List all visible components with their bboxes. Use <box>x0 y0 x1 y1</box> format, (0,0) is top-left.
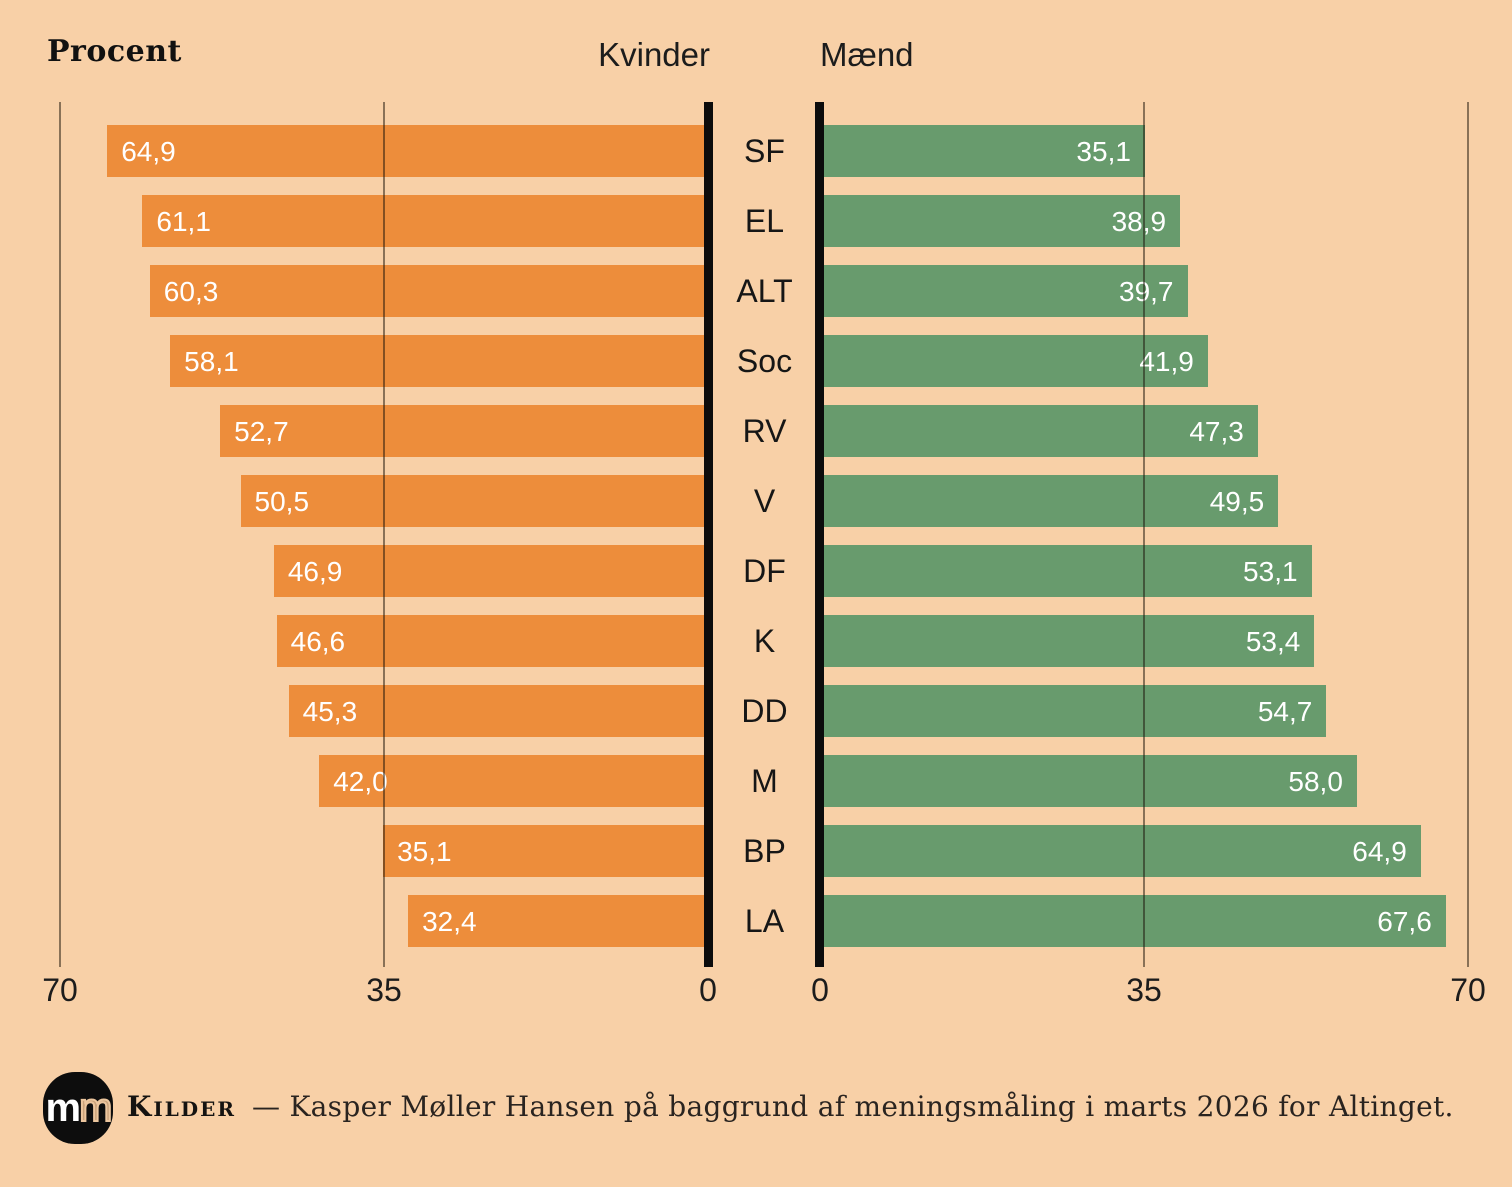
column-header-kvinder: Kvinder <box>598 36 710 73</box>
party-label-M: M <box>751 763 778 799</box>
bar-maend-ALT: 39,7 <box>820 265 1188 317</box>
gridline-right-70 <box>1467 102 1469 967</box>
bar-maend-RV: 47,3 <box>820 405 1258 457</box>
axis-tick-right-0: 0 <box>811 972 829 1008</box>
bar-maend-Soc: 41,9 <box>820 335 1208 387</box>
source-line: Kilder — Kasper Møller Hansen på baggrund… <box>127 1090 1454 1123</box>
zero-axis-right <box>815 102 824 967</box>
bar-kvinder-BP: 35,1 <box>383 825 708 877</box>
party-label-DD: DD <box>741 693 788 729</box>
party-label-SF: SF <box>744 133 785 169</box>
bar-kvinder-RV: 52,7 <box>220 405 708 457</box>
party-label-V: V <box>753 483 776 519</box>
party-label-Soc: Soc <box>736 343 793 379</box>
axis-tick-left-0: 0 <box>699 972 717 1008</box>
bar-maend-EL: 38,9 <box>820 195 1181 247</box>
column-header-maend: Mænd <box>820 36 914 73</box>
bar-maend-SF: 35,1 <box>820 125 1145 177</box>
bar-maend-K: 53,4 <box>820 615 1315 667</box>
gridline-left-70 <box>59 102 61 967</box>
party-label-LA: LA <box>744 903 785 939</box>
party-label-BP: BP <box>743 833 786 869</box>
party-label-EL: EL <box>744 203 785 239</box>
axis-tick-left-70: 70 <box>42 972 78 1008</box>
kvinder-bars: 64,9 61,1 60,3 58,1 52,7 50,5 46,9 46,6 45,3 42,0… <box>60 125 708 947</box>
source-text: — Kasper Møller Hansen på baggrund af me… <box>251 1090 1454 1123</box>
axis-tick-left-35: 35 <box>366 972 402 1008</box>
party-label-K: K <box>753 623 776 659</box>
page-title: Procent <box>47 34 182 69</box>
bar-kvinder-V: 50,5 <box>240 475 708 527</box>
bar-kvinder-LA: 32,4 <box>408 895 708 947</box>
bar-kvinder-SF: 64,9 <box>107 125 708 177</box>
logo-letter-1: m <box>45 1085 82 1130</box>
bar-kvinder-Soc: 58,1 <box>170 335 708 387</box>
bar-kvinder-DF: 46,9 <box>273 545 708 597</box>
axis-tick-right-35: 35 <box>1126 972 1162 1008</box>
gridline-left-35 <box>383 102 385 967</box>
gridline-right-35 <box>1143 102 1145 967</box>
bar-maend-V: 49,5 <box>820 475 1279 527</box>
bar-maend-DD: 54,7 <box>820 685 1327 737</box>
maend-plot: 35,1 38,9 39,7 41,9 47,3 49,5 53,1 53,4 54,7 58,0… <box>820 102 1469 967</box>
party-label-column: SF EL ALT Soc RV V DF K DD M BP LA <box>713 125 816 947</box>
source-label: Kilder <box>127 1090 236 1123</box>
bar-kvinder-DD: 45,3 <box>288 685 708 737</box>
zero-axis-left <box>704 102 713 967</box>
party-label-DF: DF <box>743 553 786 589</box>
bar-kvinder-EL: 61,1 <box>142 195 708 247</box>
bar-kvinder-ALT: 60,3 <box>149 265 708 317</box>
logo-letter-2: m <box>78 1085 113 1131</box>
party-label-RV: RV <box>742 413 787 449</box>
bar-maend-BP: 64,9 <box>820 825 1421 877</box>
bar-maend-LA: 67,6 <box>820 895 1446 947</box>
axis-tick-right-70: 70 <box>1450 972 1486 1008</box>
bar-maend-DF: 53,1 <box>820 545 1312 597</box>
bar-kvinder-K: 46,6 <box>276 615 708 667</box>
party-label-ALT: ALT <box>736 273 793 309</box>
bar-maend-M: 58,0 <box>820 755 1357 807</box>
bar-kvinder-M: 42,0 <box>319 755 708 807</box>
kvinder-plot: 64,9 61,1 60,3 58,1 52,7 50,5 46,9 46,6 45,3 42,0… <box>59 102 708 967</box>
maend-bars: 35,1 38,9 39,7 41,9 47,3 49,5 53,1 53,4 54,7 58,0… <box>820 125 1468 947</box>
